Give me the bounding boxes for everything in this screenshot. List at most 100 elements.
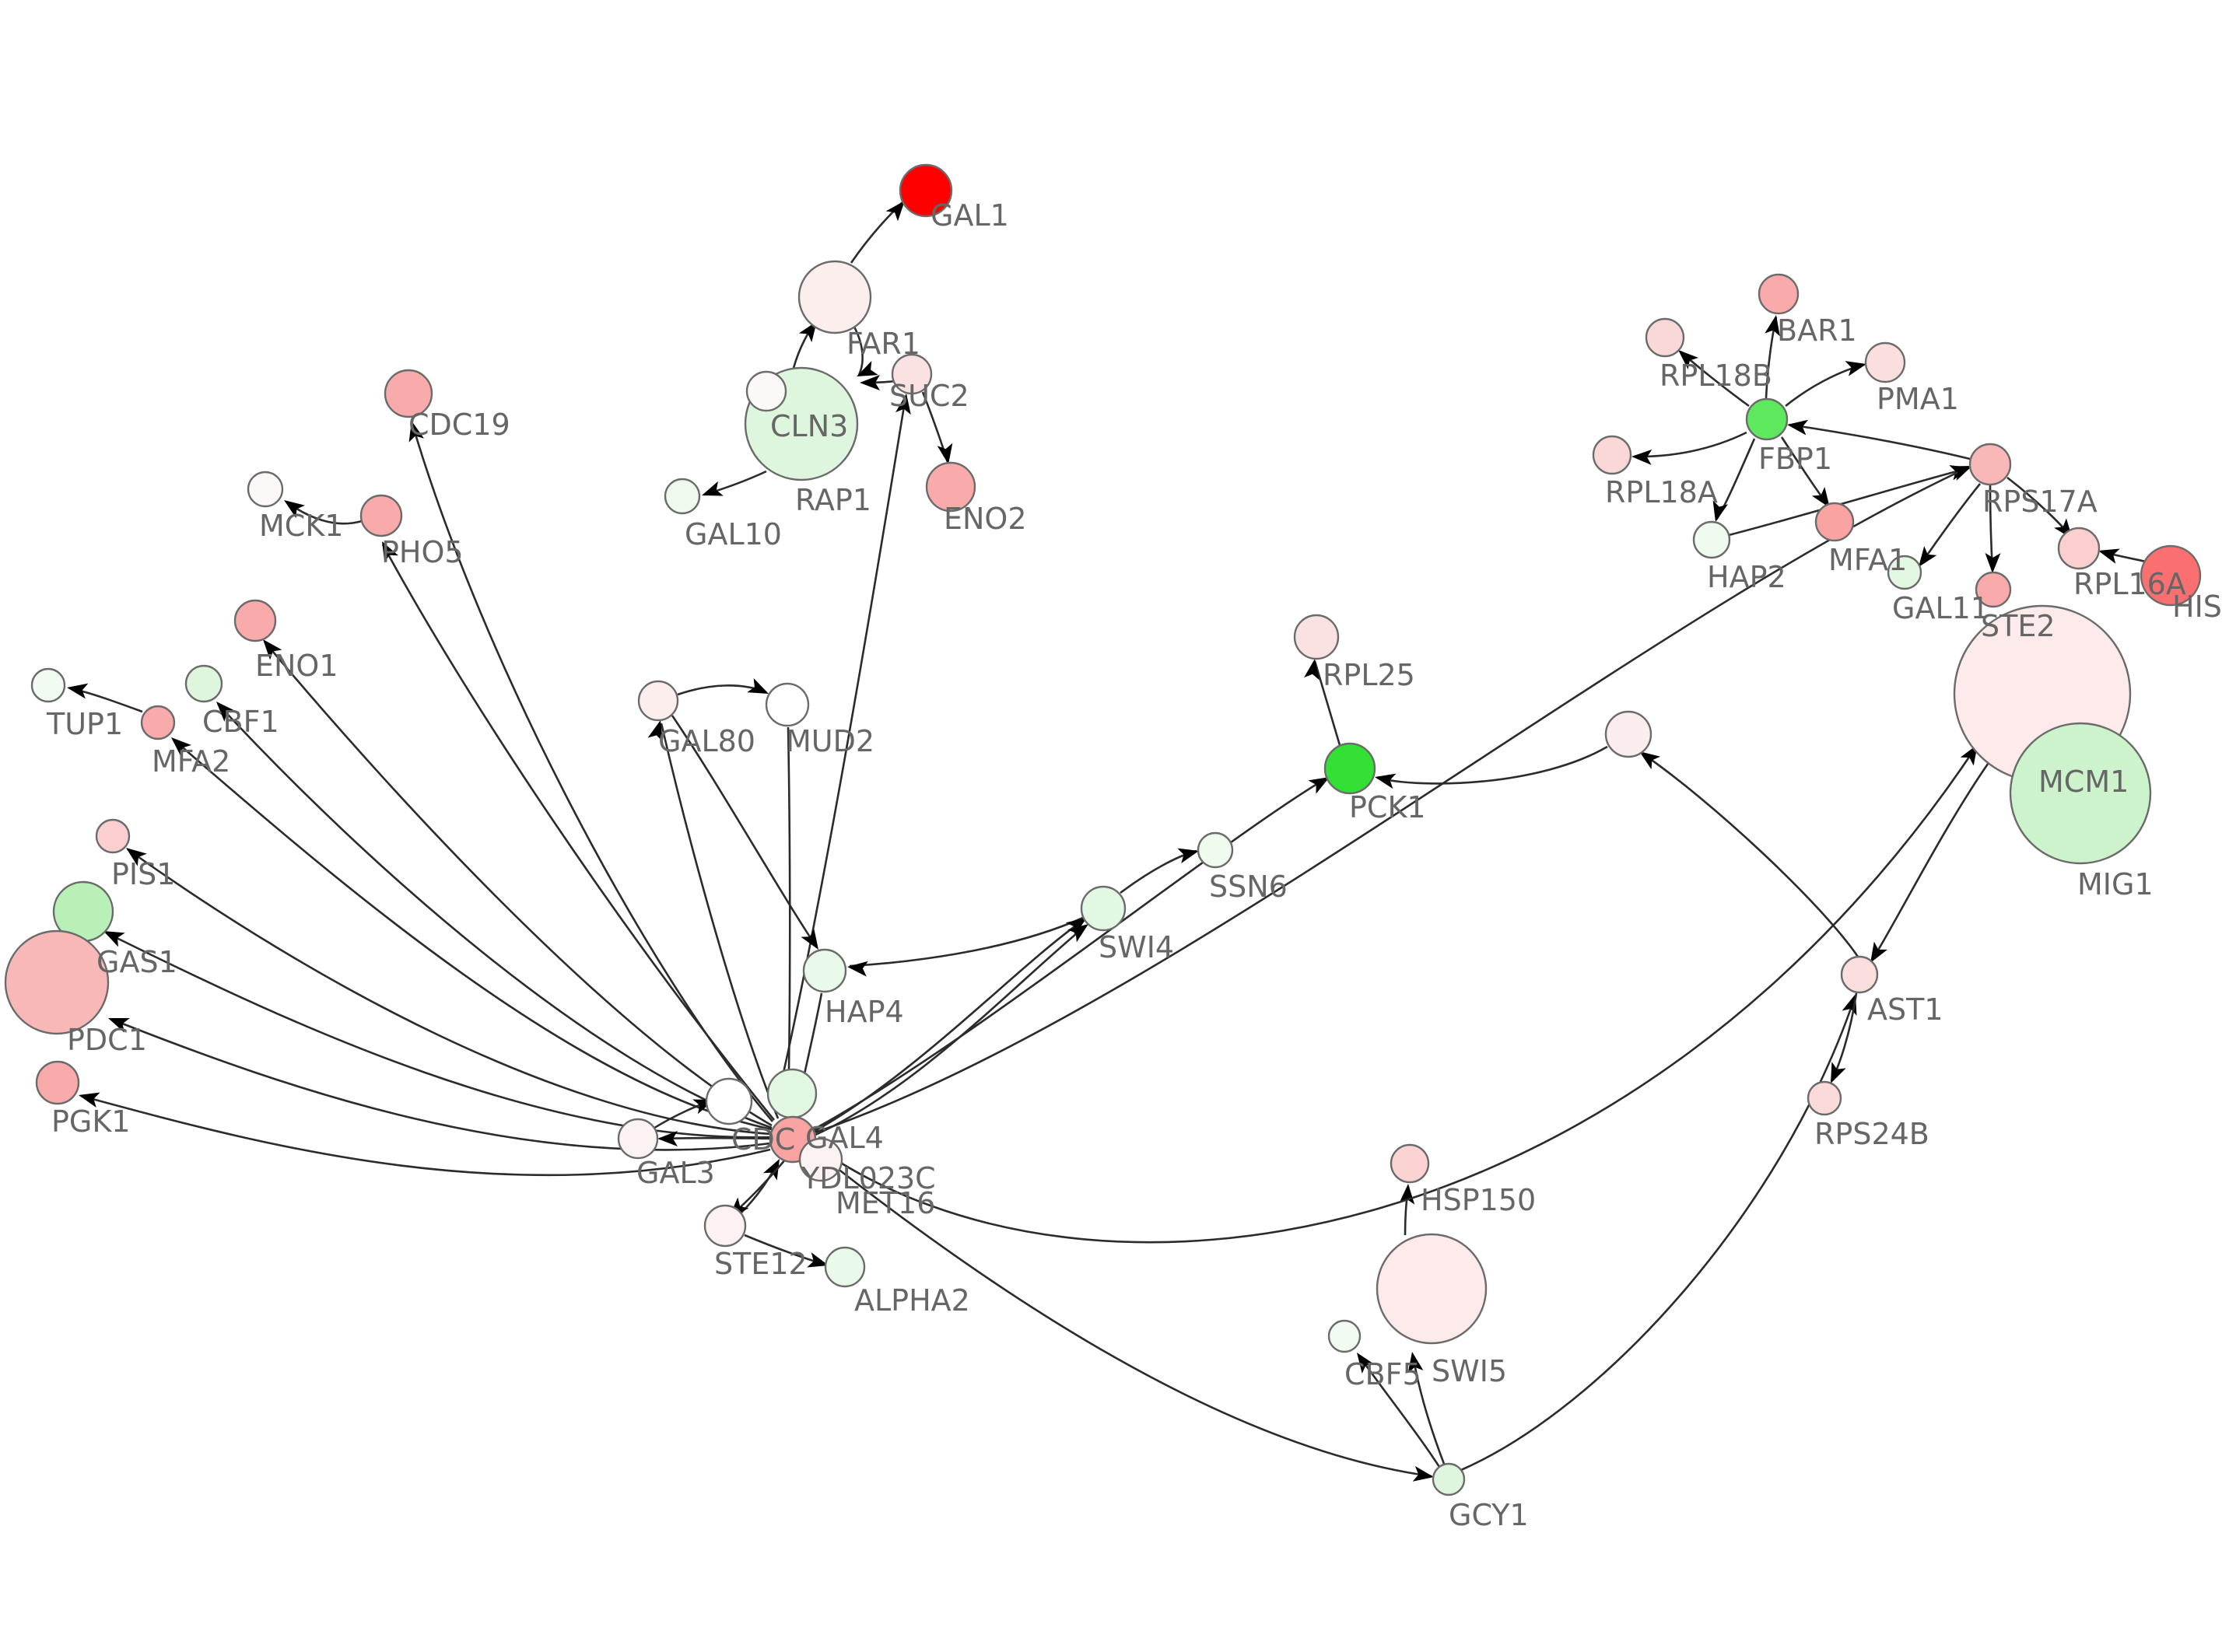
gene-node-mck1[interactable]: [247, 471, 284, 508]
edge-RAP1-to-SUC2: [776, 394, 911, 1097]
gene-node-pgk1[interactable]: [35, 1060, 80, 1105]
gene-node-hap4[interactable]: [802, 948, 847, 993]
gene-node-pis1[interactable]: [95, 818, 131, 854]
arrowhead-icon: [1831, 1062, 1846, 1083]
gene-label-mfa2: MFA2: [152, 744, 230, 779]
gene-node-hsp150[interactable]: [1390, 1143, 1430, 1184]
gene-node-cdc39[interactable]: [705, 1077, 753, 1125]
arrowhead-icon: [937, 443, 953, 464]
arrowhead-icon: [807, 1252, 829, 1268]
arrowhead-icon: [1919, 546, 1937, 567]
arrowhead-icon: [126, 848, 147, 866]
gene-label-pma1: PMA1: [1877, 382, 1959, 416]
gene-node-hap2[interactable]: [1692, 520, 1731, 559]
gene-node-ssn6[interactable]: [1197, 831, 1234, 869]
gene-node-mfa1[interactable]: [1814, 502, 1855, 542]
gene-node-pma1[interactable]: [1864, 341, 1906, 383]
arrowhead-icon: [1845, 361, 1866, 376]
gene-node-rpl18a[interactable]: [1592, 435, 1632, 475]
arrowhead-icon: [1177, 848, 1199, 863]
edge-path: [671, 715, 818, 948]
arrowhead-icon: [798, 321, 817, 343]
gene-label-gal3: GAL3: [636, 1156, 715, 1190]
gene-node-rps24b[interactable]: [1807, 1080, 1842, 1116]
edge-GCY1-to-SWI5: [1407, 1352, 1446, 1465]
arrowhead-icon: [382, 541, 399, 563]
gene-node-suc2[interactable]: [891, 353, 933, 395]
edge-FAR1-to-CLN3: [850, 322, 878, 376]
gene-node-pck1[interactable]: [1323, 742, 1376, 795]
gene-label-tup1: TUP1: [46, 707, 123, 741]
arrowhead-icon: [216, 702, 237, 722]
edge-MCM1-to-AST1: [1870, 758, 1993, 963]
gene-label-pdc1: PDC1: [67, 1023, 147, 1057]
gene-node-gal1[interactable]: [899, 163, 953, 218]
gene-node-rpl18b[interactable]: [1645, 317, 1685, 358]
edge-path: [381, 544, 776, 1121]
gene-node-rps17a[interactable]: [1968, 443, 2012, 486]
arrowhead-icon: [1639, 751, 1661, 770]
edge-path: [80, 1094, 771, 1177]
gene-node-his4[interactable]: [2140, 544, 2202, 607]
gene-node-rap1[interactable]: [745, 370, 787, 412]
gene-node-eno1[interactable]: [233, 599, 277, 642]
gene-node-gal80[interactable]: [637, 680, 679, 722]
gene-node-ste12[interactable]: [703, 1204, 747, 1248]
gene-label-rps17a: RPS17A: [1982, 485, 2098, 519]
arrowhead-icon: [1712, 500, 1728, 522]
gene-node-fbp1[interactable]: [1745, 397, 1789, 441]
edge-RPS17A-to-FBP1: [1787, 419, 1971, 460]
gene-node-alpha2[interactable]: [824, 1246, 866, 1288]
gene-node-mud2[interactable]: [765, 682, 810, 727]
gene-node-pho5[interactable]: [359, 494, 403, 537]
gene-node-gal7[interactable]: [1604, 710, 1652, 758]
gene-label-rps24b: RPS24B: [1814, 1117, 1929, 1151]
edge-FBP1-to-PMA1: [1785, 361, 1866, 408]
arrowhead-icon: [857, 360, 878, 376]
gene-node-rpl16a[interactable]: [2057, 527, 2101, 570]
gene-node-cdc19[interactable]: [384, 369, 433, 418]
gene-node-far1[interactable]: [797, 260, 872, 334]
edge-path: [1728, 467, 1969, 537]
gene-label-rpl18a: RPL18A: [1605, 475, 1718, 509]
gene-node-gal3[interactable]: [617, 1118, 659, 1160]
gene-node-met16[interactable]: [766, 1068, 818, 1119]
gene-node-gal11[interactable]: [1887, 555, 1922, 590]
gene-node-rpl25[interactable]: [1293, 614, 1340, 660]
edge-CLN3-to-GAL10: [702, 470, 767, 496]
gene-label-cbf5: CBF5: [1344, 1357, 1421, 1391]
gene-node-pdc1[interactable]: [4, 929, 110, 1035]
gene-label-pho5: PHO5: [381, 535, 464, 569]
gene-node-ast1[interactable]: [1840, 955, 1879, 994]
gene-node-eno2[interactable]: [925, 461, 976, 513]
gene-label-pis1: PIS1: [111, 857, 175, 891]
gene-label-ste2: STE2: [1981, 609, 2056, 643]
edge-path: [1789, 423, 1971, 460]
gene-node-cbf1[interactable]: [184, 664, 223, 703]
gene-node-gal10[interactable]: [664, 478, 701, 515]
arrowhead-icon: [108, 1017, 130, 1033]
gene-node-ste2[interactable]: [1975, 571, 2012, 608]
gene-label-fbp1: FBP1: [1758, 442, 1832, 476]
arrowhead-icon: [1304, 659, 1320, 681]
gene-node-swi5[interactable]: [1376, 1233, 1488, 1345]
edge-GAL4-to-CBF1: [216, 702, 773, 1129]
gene-node-ydl023c[interactable]: [798, 1137, 843, 1182]
gene-node-tup1[interactable]: [30, 667, 66, 703]
gene-node-bar1[interactable]: [1758, 273, 1800, 315]
gene-label-rpl18b: RPL18B: [1659, 359, 1772, 393]
gene-node-mig1[interactable]: [2009, 722, 2152, 865]
gene-node-mfa2[interactable]: [140, 705, 176, 740]
gene-label-swi5: SWI5: [1432, 1354, 1507, 1388]
gene-node-swi4[interactable]: [1080, 885, 1127, 932]
edge-path: [1460, 996, 1856, 1472]
edge-path: [110, 1017, 771, 1151]
gene-label-ssn6: SSN6: [1209, 870, 1288, 904]
edge-GAL4-to-GCY1: [815, 1150, 1434, 1482]
gene-node-gcy1[interactable]: [1432, 1462, 1466, 1496]
edge-path: [815, 465, 1971, 1134]
arrowhead-icon: [171, 737, 192, 757]
gene-node-cbf5[interactable]: [1327, 1319, 1362, 1353]
